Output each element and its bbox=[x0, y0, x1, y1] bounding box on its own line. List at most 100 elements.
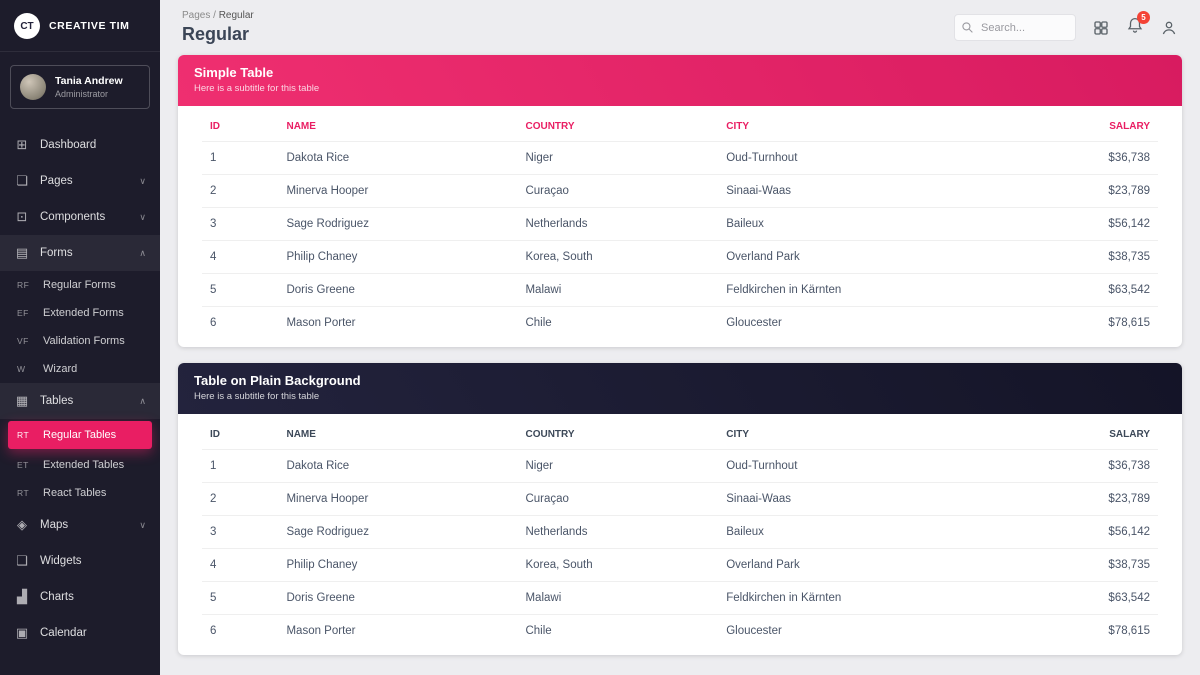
table-cell: Minerva Hooper bbox=[278, 174, 518, 208]
user-role: Administrator bbox=[55, 88, 109, 99]
user-card[interactable]: Tania Andrew Administrator bbox=[10, 65, 150, 109]
table-cell: Sinaai-Waas bbox=[718, 482, 1006, 516]
table-cell: Mason Porter bbox=[286, 317, 356, 329]
mini-label: ET bbox=[17, 460, 29, 470]
sidebar-item-charts[interactable]: ▟ Charts bbox=[0, 579, 160, 615]
sidebar-item-regular-forms[interactable]: RF Regular Forms bbox=[0, 271, 160, 299]
sidebar-item-label: Regular Tables bbox=[43, 429, 117, 441]
forms-icon: ▤ bbox=[15, 245, 29, 260]
table-cell: Philip Chaney bbox=[278, 548, 518, 582]
table-row: 6 Mason Porter Chile Gloucester $78,615 bbox=[202, 615, 1158, 648]
table-cell: Malawi bbox=[517, 273, 719, 307]
column-header-id: ID bbox=[202, 416, 279, 450]
table-cell: Overland Park bbox=[718, 548, 1006, 582]
main-content: Pages / Regular Regular bbox=[160, 0, 1200, 675]
table-cell: $36,738 bbox=[1005, 449, 1158, 483]
card-subtitle: Here is a subtitle for this table bbox=[194, 83, 320, 94]
sidebar-item-label: React Tables bbox=[43, 487, 107, 499]
simple-table: ID NAME COUNTRY CITY SALARY 1 Dakota Rice Niger… bbox=[202, 108, 1158, 339]
breadcrumb-current: Regular bbox=[218, 10, 254, 21]
table-cell: Baileux bbox=[718, 207, 1006, 241]
column-header-city: CITY bbox=[718, 416, 1006, 450]
table-cell: Curaçao bbox=[517, 174, 719, 208]
mini-label: EF bbox=[17, 308, 29, 318]
breadcrumb-parent[interactable]: Pages bbox=[182, 10, 211, 21]
sidebar-item-label: Wizard bbox=[43, 363, 78, 375]
sidebar-item-widgets[interactable]: ❑ Widgets bbox=[0, 543, 160, 579]
sidebar-item-forms[interactable]: ▤ Forms ∧ bbox=[0, 235, 160, 271]
breadcrumb-separator: / bbox=[213, 10, 216, 21]
table-cell: Chile bbox=[525, 317, 552, 329]
sidebar-item-pages[interactable]: ❏ Pages ∨ bbox=[0, 163, 160, 199]
table-cell: Sinaai-Waas bbox=[718, 174, 1006, 208]
sidebar-menu: ⊞ Dashboard ❏ Pages ∨ ⊡ Components ∨ ▤ Forms ∧ RF Re… bbox=[0, 127, 160, 675]
table-cell: 4 bbox=[202, 240, 279, 274]
sidebar: CT CREATIVE TIM Tania Andrew Administrat… bbox=[0, 0, 160, 675]
breadcrumb[interactable]: Pages / Regular bbox=[182, 10, 254, 21]
card-title: Simple Table bbox=[194, 65, 274, 80]
table-cell: $36,738 bbox=[1005, 141, 1158, 175]
table-cell: Feldkirchen in Kärnten bbox=[718, 273, 1006, 307]
sidebar-item-tables[interactable]: ▦ Tables ∧ bbox=[0, 383, 160, 419]
table-cell: Malawi bbox=[517, 581, 719, 615]
table-cell: Korea, South bbox=[517, 548, 719, 582]
plain-background-table: ID NAME COUNTRY CITY SALARY 1 Dakota Rice Niger… bbox=[202, 416, 1158, 647]
sidebar-item-maps[interactable]: ◈ Maps ∨ bbox=[0, 507, 160, 543]
avatar bbox=[20, 74, 46, 100]
sidebar-item-label: Components bbox=[40, 211, 106, 223]
table-row: 4 Philip Chaney Korea, South Overland Park $… bbox=[202, 240, 1158, 274]
sidebar-item-wizard[interactable]: W Wizard bbox=[0, 355, 160, 383]
table-cell: Oud-Turnhout bbox=[718, 141, 1006, 175]
maps-icon: ◈ bbox=[17, 517, 27, 532]
sidebar-item-regular-tables[interactable]: RT Regular Tables bbox=[8, 421, 152, 449]
mini-label: RT bbox=[17, 430, 30, 440]
sidebar-item-label: Charts bbox=[40, 591, 74, 603]
table-cell: 1 bbox=[202, 449, 279, 483]
column-header-name: NAME bbox=[278, 108, 518, 142]
simple-table-card: Simple Table Here is a subtitle for this… bbox=[178, 55, 1182, 347]
table-cell: Netherlands bbox=[517, 207, 719, 241]
table-cell: 3 bbox=[202, 515, 279, 549]
sidebar-item-react-tables[interactable]: RT React Tables bbox=[0, 479, 160, 507]
search-icon bbox=[962, 22, 973, 33]
sidebar-item-validation-forms[interactable]: VF Validation Forms bbox=[0, 327, 160, 355]
table-cell: Niger bbox=[517, 449, 719, 483]
table-cell: Dakota Rice bbox=[278, 449, 518, 483]
card-title: Table on Plain Background bbox=[194, 373, 361, 388]
sidebar-item-extended-forms[interactable]: EF Extended Forms bbox=[0, 299, 160, 327]
card-subtitle: Here is a subtitle for this table bbox=[194, 391, 320, 402]
table-cell: Niger bbox=[517, 141, 719, 175]
sidebar-item-label: Calendar bbox=[40, 627, 87, 639]
sidebar-item-components[interactable]: ⊡ Components ∨ bbox=[0, 199, 160, 235]
table-row: 5 Doris Greene Malawi Feldkirchen in Kärnte… bbox=[202, 273, 1158, 307]
sidebar-item-dashboard[interactable]: ⊞ Dashboard bbox=[0, 127, 160, 163]
sidebar-item-label: Maps bbox=[40, 519, 69, 531]
apps-grid-icon[interactable] bbox=[1092, 19, 1110, 37]
brand-logo: CT bbox=[14, 13, 40, 39]
table-cell: Netherlands bbox=[517, 515, 719, 549]
notifications-button[interactable]: 5 bbox=[1126, 11, 1150, 39]
table-cell: $23,789 bbox=[1005, 482, 1158, 516]
table-cell: Philip Chaney bbox=[278, 240, 518, 274]
sidebar-item-label: Tables bbox=[40, 395, 74, 407]
sidebar-item-extended-tables[interactable]: ET Extended Tables bbox=[0, 451, 160, 479]
sidebar-item-calendar[interactable]: ▣ Calendar bbox=[0, 615, 160, 651]
table-cell: $38,735 bbox=[1005, 240, 1158, 274]
table-cell: Gloucester bbox=[726, 317, 782, 329]
dashboard-icon: ⊞ bbox=[16, 137, 28, 152]
sidebar-item-label: Validation Forms bbox=[43, 335, 125, 347]
table-row: 4 Philip Chaney Korea, South Overland Park $… bbox=[202, 548, 1158, 582]
table-cell: 6 bbox=[210, 317, 217, 329]
sidebar-item-label: Widgets bbox=[40, 555, 82, 567]
table-cell: 1 bbox=[202, 141, 279, 175]
table-cell: Doris Greene bbox=[278, 581, 518, 615]
search-input[interactable] bbox=[954, 14, 1076, 41]
calendar-icon: ▣ bbox=[15, 625, 29, 640]
mini-label: W bbox=[17, 364, 26, 374]
page-title: Regular bbox=[182, 24, 250, 44]
table-row: 1 Dakota Rice Niger Oud-Turnhout $36,738 bbox=[202, 449, 1158, 483]
table-cell: Oud-Turnhout bbox=[718, 449, 1006, 483]
table-cell: $63,542 bbox=[1005, 273, 1158, 307]
user-profile-icon[interactable] bbox=[1160, 19, 1178, 37]
brand[interactable]: CT CREATIVE TIM bbox=[0, 0, 160, 52]
